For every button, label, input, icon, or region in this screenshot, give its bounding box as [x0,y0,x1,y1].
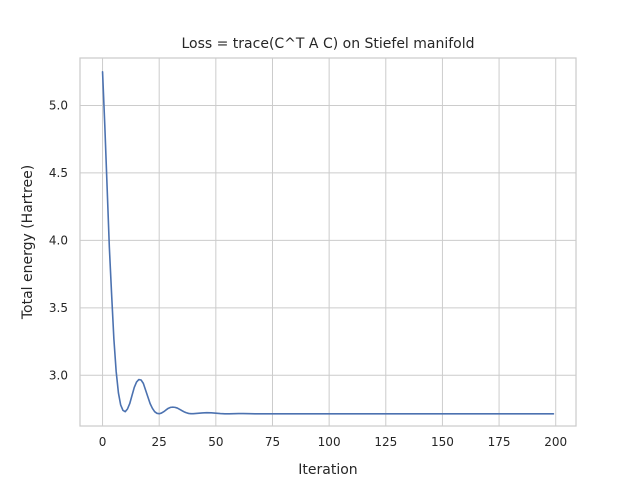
plot-area [79,57,577,427]
x-axis-label: Iteration [298,462,357,478]
x-tick-label: 50 [208,435,223,449]
chart-title: Loss = trace(C^T A C) on Stiefel manifol… [181,36,474,52]
x-tick-label: 75 [265,435,280,449]
x-tick-label: 175 [488,435,511,449]
x-tick-label: 25 [152,435,167,449]
energy-line [101,70,555,415]
x-tick-label: 0 [99,435,107,449]
y-tick-label: 5.0 [49,98,68,112]
x-tick-label: 150 [431,435,454,449]
y-tick-labels: 3.0 3.5 4.0 4.5 5.0 [49,98,68,382]
y-gridlines [80,104,576,376]
x-gridlines [102,58,557,426]
y-tick-label: 3.5 [49,301,68,315]
x-tick-label: 200 [544,435,567,449]
y-tick-label: 3.0 [49,368,68,382]
y-tick-label: 4.0 [49,233,68,247]
x-tick-label: 125 [374,435,397,449]
x-tick-label: 100 [318,435,341,449]
y-tick-label: 4.5 [49,166,68,180]
x-tick-labels: 0 25 50 75 100 125 150 175 200 [99,435,567,449]
y-axis-label: Total energy (Hartree) [20,165,36,320]
